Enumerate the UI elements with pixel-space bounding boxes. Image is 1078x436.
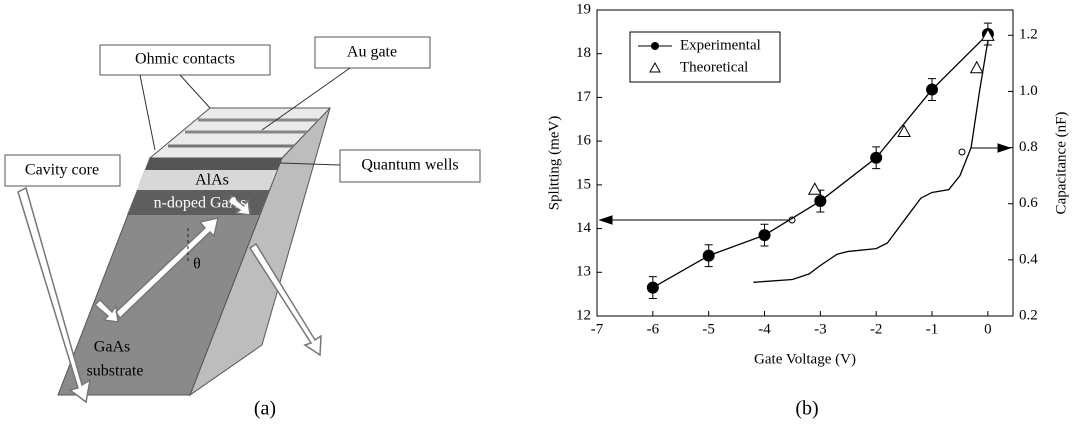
legend-marker — [651, 42, 659, 50]
data-point — [981, 28, 995, 41]
data-point — [897, 124, 911, 138]
label-box — [99, 44, 271, 76]
label: substrate — [87, 363, 144, 380]
label: AlAs — [195, 172, 229, 189]
data-point — [702, 249, 715, 262]
data-point — [926, 83, 939, 96]
y-tick-label: 14 — [576, 220, 592, 236]
data-point — [758, 229, 771, 242]
x-tick-label: -2 — [870, 321, 883, 337]
y-tick-label: 19 — [576, 1, 591, 17]
label: Quantum wells — [361, 157, 458, 174]
quantum-wells-layer — [145, 158, 282, 170]
label-box — [4, 154, 121, 187]
x-tick-label: -5 — [702, 321, 715, 337]
x-tick-label: 0 — [984, 321, 992, 337]
capacitance-curve — [753, 34, 994, 283]
legend-box — [629, 31, 781, 83]
x-tick-label: -4 — [758, 321, 771, 337]
x-tick-label: -1 — [926, 321, 939, 337]
label: Cavity core — [25, 162, 99, 179]
label: Au gate — [347, 44, 397, 61]
x-tick-label: -3 — [814, 321, 827, 337]
y-tick-label: 15 — [576, 176, 591, 192]
label: Ohmic contacts — [135, 51, 235, 68]
y-tick-label: 16 — [576, 133, 592, 149]
y2-tick-label: 1.2 — [1019, 27, 1038, 43]
caption: (a) — [254, 398, 276, 420]
y-axis-label: Splitting (meV) — [546, 116, 562, 211]
data-point — [807, 182, 822, 195]
y2-tick-label: 0.8 — [1019, 139, 1038, 155]
legend-label: Theoretical — [680, 59, 748, 75]
caption: (b) — [795, 398, 818, 420]
y-tick-label: 17 — [576, 89, 592, 105]
y-tick-label: 13 — [576, 264, 591, 280]
pointer-lines — [139, 67, 351, 166]
label: GaAs — [94, 339, 130, 356]
data-point — [646, 281, 659, 294]
label: n-doped GaAs — [154, 195, 247, 212]
y2-axis-label: Capacitance (nF) — [1053, 112, 1069, 215]
reference-point — [958, 148, 966, 156]
x-tick-label: -6 — [647, 321, 660, 337]
y-tick-label: 18 — [576, 45, 591, 61]
legend-marker — [649, 61, 661, 73]
label-box — [339, 149, 481, 183]
legend-label: Experimental — [680, 37, 761, 53]
x-axis-label: Gate Voltage (V) — [754, 351, 856, 367]
axis-arrows — [598, 143, 1012, 225]
label: θ — [193, 256, 201, 273]
y2-tick-label: 1.0 — [1019, 83, 1038, 99]
plot-frame — [596, 9, 1014, 317]
y-tick-label: 12 — [576, 307, 591, 323]
data-point — [969, 60, 984, 74]
x-tick-label: -7 — [591, 321, 604, 337]
data-point — [870, 151, 883, 164]
y2-tick-label: 0.6 — [1019, 195, 1038, 211]
y2-tick-label: 0.4 — [1019, 251, 1038, 267]
label-box — [314, 36, 431, 69]
device-diagram: Ohmic contacts Au gate Quantum wells Cav… — [4, 36, 481, 404]
y2-tick-label: 0.2 — [1019, 307, 1038, 323]
alas-layer — [137, 170, 277, 190]
ndoped-layer — [127, 190, 269, 215]
data-point — [814, 195, 827, 208]
light-arrows — [17, 186, 322, 404]
